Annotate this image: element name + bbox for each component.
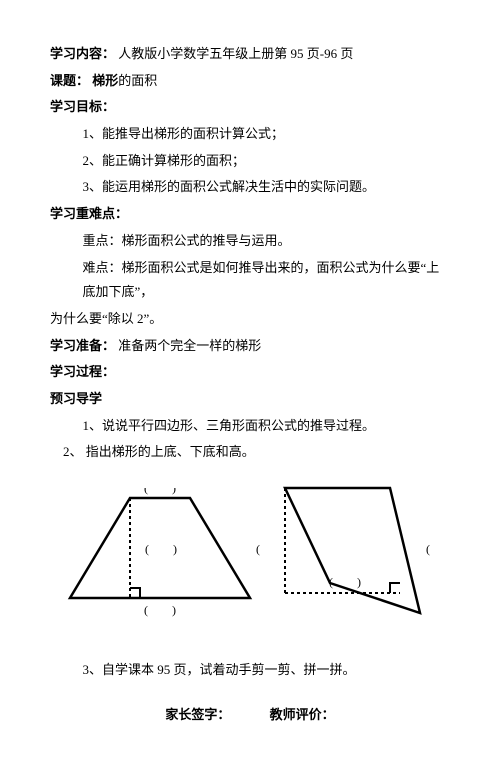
paren-label: ( ) [256,542,270,556]
paren-label: ( ) [329,575,361,589]
objectives-label: 学习目标： [50,95,450,120]
preparation-label: 学习准备： [50,338,115,353]
topic-row: 课题： 梯形的面积 [50,69,450,94]
study-content-text: 人教版小学数学五年级上册第 95 页-96 页 [118,46,353,61]
process-label: 学习过程： [50,360,450,385]
preparation-row: 学习准备： 准备两个完全一样的梯形 [50,334,450,359]
topic-text-bold: 梯形 [92,73,118,88]
study-content-row: 学习内容： 人教版小学数学五年级上册第 95 页-96 页 [50,42,450,67]
key-point: 重点：梯形面积公式的推导与运用。 [50,229,450,254]
trapezoid-2: ( ) ( ) [270,483,450,623]
preparation-text: 准备两个完全一样的梯形 [118,338,261,353]
topic-label: 课题： [50,73,89,88]
paren-label: ( ) [145,542,177,556]
key-difficult-label: 学习重难点： [50,202,450,227]
objective-item: 2、能正确计算梯形的面积； [50,149,450,174]
trapezoid-1: ( ) ( ) ( ) ( ) [50,488,270,623]
topic-text-rest: 的面积 [118,73,157,88]
preview-label: 预习导学 [50,387,450,412]
paren-label: ( ) [144,603,176,617]
teacher-eval-label: 教师评价： [270,707,335,722]
objective-item: 1、能推导出梯形的面积计算公式； [50,122,450,147]
process-item: 1、说说平行四边形、三角形面积公式的推导过程。 [50,414,450,439]
study-content-label: 学习内容： [50,46,115,61]
process-item: 3、自学课本 95 页，试着动手剪一剪、拼一拼。 [50,658,450,683]
process-item: 2、 指出梯形的上底、下底和高。 [50,440,450,465]
trapezoid-diagrams: ( ) ( ) ( ) ( ) ( ) ( ) [50,483,450,623]
paren-label: ( ) [144,488,176,495]
parent-signature-label: 家长签字： [165,707,230,722]
difficult-point-2: 为什么要“除以 2”。 [50,307,450,332]
signature-row: 家长签字： 教师评价： [50,703,450,728]
paren-label: ( ) [426,542,450,556]
objective-item: 3、能运用梯形的面积公式解决生活中的实际问题。 [50,175,450,200]
difficult-point-1: 难点：梯形面积公式是如何推导出来的，面积公式为什么要“上底加下底”， [50,256,450,305]
